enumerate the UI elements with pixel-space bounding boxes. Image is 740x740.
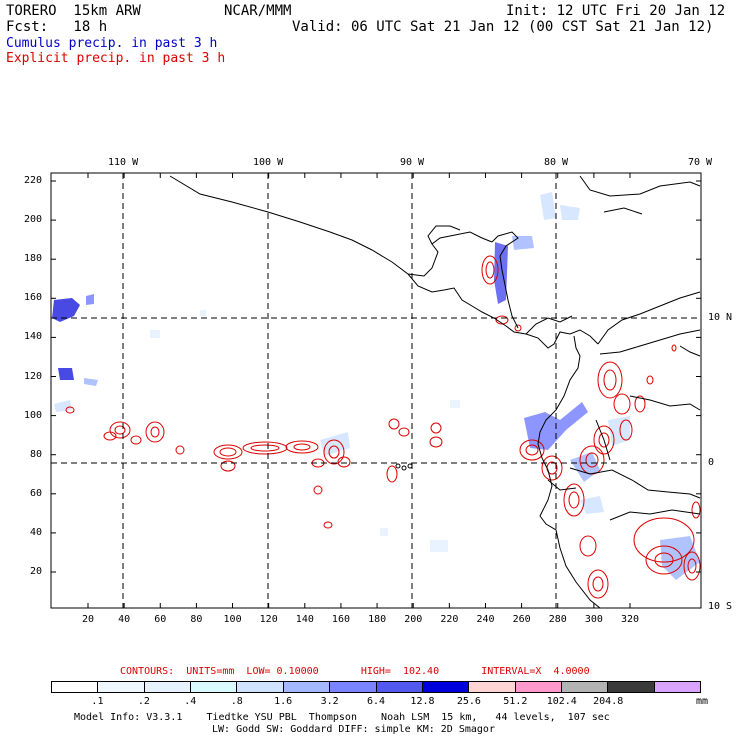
x-grid-label: 200 [404, 614, 423, 625]
legend-value-label: 51.2 [503, 696, 528, 707]
y-grid-label: 180 [24, 253, 43, 265]
legend-color-cell [98, 682, 145, 692]
lat-label-10s: 10 S [708, 601, 733, 612]
legend-value-label: .1 [91, 696, 104, 707]
legend-value-label: 3.2 [320, 696, 339, 707]
legend-value-label: 204.8 [593, 696, 624, 707]
x-grid-label: 300 [584, 614, 603, 625]
x-grid-label: 100 [223, 614, 242, 625]
x-grid-label: 120 [259, 614, 278, 625]
legend-value-label: .8 [230, 696, 243, 707]
legend-value-label: .4 [184, 696, 197, 707]
y-grid-label: 140 [24, 331, 43, 343]
explicit-precip-contours [65, 255, 701, 599]
cumulus-title: Cumulus precip. in past 3 h [6, 36, 218, 51]
legend-value-label: 102.4 [546, 696, 577, 707]
x-grid-label: 140 [295, 614, 314, 625]
legend-color-cell [283, 682, 331, 692]
org-label: NCAR/MMM [224, 3, 292, 19]
y-grid-label: 80 [30, 448, 43, 460]
legend-value-label: 25.6 [456, 696, 481, 707]
map-frame [50, 172, 702, 609]
legend-color-cell [469, 682, 516, 692]
latlon-grid [51, 173, 701, 608]
forecast-hour: Fcst: 18 h [6, 19, 108, 35]
x-grid-label: 220 [440, 614, 459, 625]
legend-value-label: .2 [137, 696, 150, 707]
y-grid-label: 120 [24, 370, 43, 382]
legend-value-label: 12.8 [410, 696, 435, 707]
y-grid-label: 220 [24, 175, 43, 186]
legend-color-cell [330, 682, 377, 692]
contour-info: CONTOURS: UNITS=mm LOW= 0.10000 HIGH= 10… [120, 666, 590, 677]
cumulus-precip-shading [52, 192, 700, 580]
legend-value-label: 1.6 [274, 696, 293, 707]
lat-label-0: 0 [708, 457, 715, 468]
lon-label-90w: 90 W [400, 157, 425, 168]
y-grid-label: 60 [30, 487, 43, 499]
y-grid-label: 160 [24, 292, 43, 304]
x-grid-label: 320 [621, 614, 640, 625]
x-grid-label: 260 [512, 614, 531, 625]
precip-color-legend [51, 681, 701, 693]
legend-color-cell [608, 682, 655, 692]
lon-label-100w: 100 W [253, 157, 284, 168]
physics-info-line: LW: Godd SW: Goddard DIFF: simple KM: 2D… [212, 724, 495, 735]
legend-color-cell [654, 682, 701, 692]
x-grid-label: 40 [118, 614, 131, 625]
model-title: TORERO 15km ARW [6, 3, 141, 19]
x-grid-label: 60 [154, 614, 167, 625]
legend-color-cell [376, 682, 423, 692]
coastlines [169, 175, 701, 608]
y-grid-label: 200 [24, 214, 43, 226]
model-info-line: Model Info: V3.3.1 Tiedtke YSU PBL Thomp… [74, 712, 610, 723]
y-grid-label: 20 [30, 566, 43, 577]
legend-color-cell [144, 682, 192, 692]
lon-label-80w: 80 W [544, 157, 569, 168]
x-grid-label: 280 [548, 614, 567, 625]
valid-time: Valid: 06 UTC Sat 21 Jan 12 (00 CST Sat … [292, 19, 714, 35]
legend-color-cell [515, 682, 562, 692]
small-black-contours [395, 463, 413, 471]
axis-ticks [51, 173, 701, 608]
y-grid-label: 40 [30, 526, 43, 538]
legend-value-label: 6.4 [367, 696, 386, 707]
legend-color-cell [52, 682, 99, 692]
legend-color-cell [237, 682, 284, 692]
explicit-title: Explicit precip. in past 3 h [6, 51, 226, 66]
init-time: Init: 12 UTC Fri 20 Jan 12 [506, 3, 726, 19]
x-grid-label: 240 [476, 614, 495, 625]
legend-unit: mm [696, 696, 709, 707]
lon-label-110w: 110 W [108, 157, 139, 168]
lat-label-10n: 10 N [708, 312, 733, 323]
legend-color-cell [561, 682, 609, 692]
x-grid-label: 20 [82, 614, 95, 625]
x-grid-label: 180 [368, 614, 387, 625]
lon-label-70w: 70 W [688, 157, 713, 168]
x-grid-label: 80 [190, 614, 203, 625]
x-grid-label: 160 [331, 614, 350, 625]
legend-color-cell [422, 682, 470, 692]
legend-color-cell [191, 682, 238, 692]
map-plot-area [51, 173, 701, 608]
y-grid-label: 100 [24, 409, 43, 421]
